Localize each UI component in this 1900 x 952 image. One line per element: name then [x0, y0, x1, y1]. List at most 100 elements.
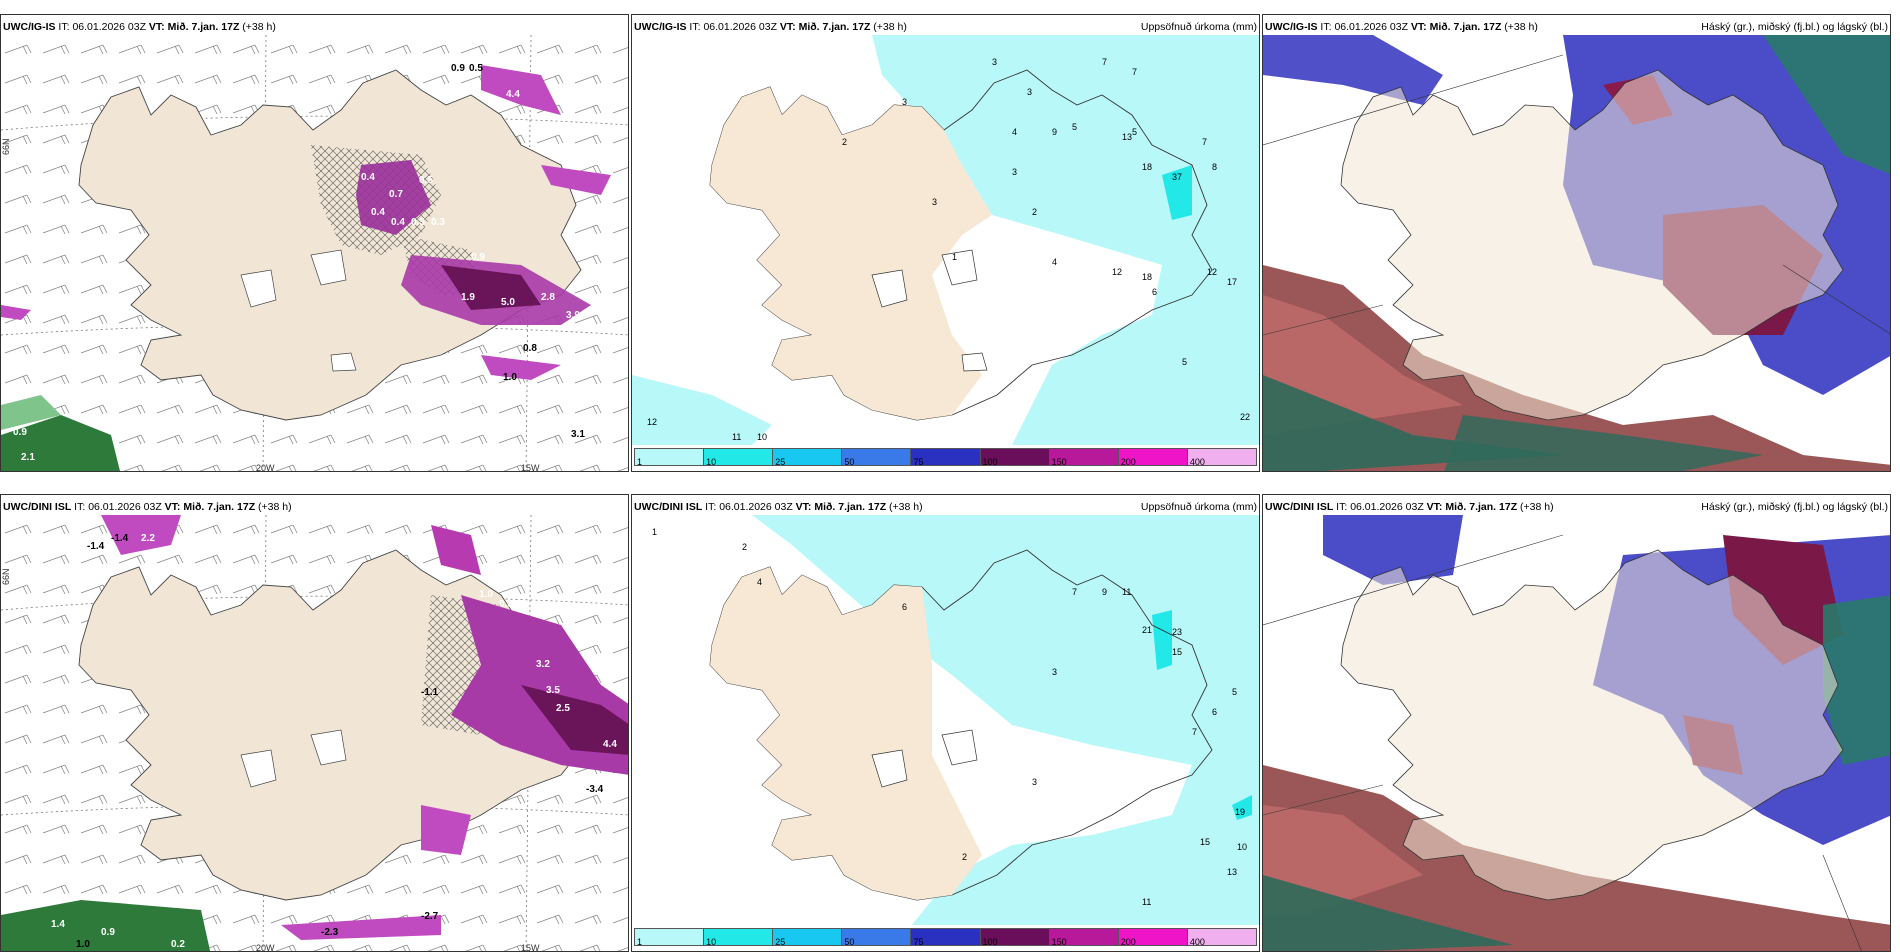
panel-accum-precip-igis: UWC/IG-IS IT: 06.01.2026 03Z VT: Mið. 7.…	[631, 12, 1260, 472]
svg-text:3.2: 3.2	[536, 659, 550, 670]
svg-text:13: 13	[1122, 132, 1132, 142]
svg-text:0.8: 0.8	[523, 343, 537, 354]
glaciers	[240, 249, 357, 372]
precip-areas	[1, 65, 611, 471]
svg-text:3: 3	[902, 97, 907, 107]
it-label: IT:	[1320, 21, 1332, 33]
svg-text:12: 12	[647, 417, 657, 427]
vt-label: VT:	[779, 21, 796, 33]
svg-text:7: 7	[1102, 57, 1107, 67]
vt-label: VT:	[795, 501, 812, 513]
svg-text:0.4: 0.4	[371, 207, 385, 218]
svg-text:0.7: 0.7	[389, 189, 403, 200]
colorbar-segment: 150	[1048, 448, 1118, 467]
svg-text:2.8: 2.8	[541, 292, 555, 303]
svg-text:1: 1	[652, 527, 657, 537]
svg-text:3: 3	[1052, 667, 1057, 677]
colorbar-segment: 75	[910, 448, 980, 467]
svg-text:1: 1	[952, 252, 957, 262]
svg-text:-1.1: -1.1	[421, 687, 439, 698]
svg-text:7: 7	[1132, 67, 1137, 77]
svg-text:15: 15	[1172, 647, 1182, 657]
svg-text:-1.4: -1.4	[111, 533, 129, 544]
map-wind-precip: -1.4 -1.4 1.0 0.8 -1.1 3.2 3.5 2.5 4.4 -…	[1, 515, 628, 952]
svg-text:17: 17	[1227, 277, 1237, 287]
svg-text:7: 7	[1072, 587, 1077, 597]
map-frame: UWC/DINI ISL IT: 06.01.2026 03Z VT: Mið.…	[0, 494, 629, 952]
svg-text:5: 5	[1182, 357, 1187, 367]
model-name: UWC/DINI ISL	[634, 501, 703, 513]
init-time: 06.01.2026 03Z	[1334, 21, 1408, 33]
svg-text:4.4: 4.4	[603, 739, 617, 750]
lead-time: (+38 h)	[889, 501, 923, 513]
precip-colorbar: 1 10 25 50 75 100 150 200 400	[634, 928, 1257, 947]
vt-label: VT:	[1426, 501, 1443, 513]
map-clouds	[1263, 35, 1890, 471]
svg-text:2: 2	[742, 542, 747, 552]
colorbar-segment: 200	[1117, 448, 1187, 467]
svg-text:37: 37	[1172, 172, 1182, 182]
svg-text:5: 5	[1232, 687, 1237, 697]
svg-text:5: 5	[1132, 127, 1137, 137]
model-name: UWC/DINI ISL	[3, 501, 72, 513]
svg-text:2: 2	[1032, 207, 1037, 217]
model-name: UWC/DINI ISL	[1265, 501, 1334, 513]
svg-text:6: 6	[1152, 287, 1157, 297]
svg-text:8: 8	[1212, 162, 1217, 172]
svg-text:3: 3	[1027, 87, 1032, 97]
panel-clouds-dini: UWC/DINI ISL IT: 06.01.2026 03Z VT: Mið.…	[1262, 492, 1891, 952]
lat-label: 66N	[1, 568, 11, 585]
svg-text:10: 10	[757, 432, 767, 442]
map-frame: UWC/IG-IS IT: 06.01.2026 03Z VT: Mið. 7.…	[0, 14, 629, 472]
svg-text:13: 13	[1227, 867, 1237, 877]
svg-text:7: 7	[1202, 137, 1207, 147]
svg-text:1.4: 1.4	[51, 919, 65, 930]
colorbar-segment: 75	[910, 928, 980, 947]
model-name: UWC/IG-IS	[1265, 21, 1318, 33]
temp-labels: 0.9 0.5 0.4 0.7 0.5 0.4 0.4 0.3 0.3 1.9 …	[13, 63, 585, 463]
colorbar-segment: 150	[1048, 928, 1118, 947]
colorbar-segment: 25	[772, 928, 842, 947]
svg-text:0.9: 0.9	[101, 927, 115, 938]
svg-text:1.0: 1.0	[479, 589, 493, 600]
init-time: 06.01.2026 03Z	[719, 501, 793, 513]
svg-text:3.1: 3.1	[571, 429, 585, 440]
model-name: UWC/IG-IS	[634, 21, 687, 33]
valid-time: Mið. 7.jan. 17Z	[183, 501, 256, 513]
svg-text:2.2: 2.2	[141, 533, 155, 544]
dry-land	[710, 87, 992, 420]
lead-time: (+38 h)	[873, 21, 907, 33]
svg-text:12: 12	[1207, 267, 1217, 277]
svg-text:12: 12	[1112, 267, 1122, 277]
it-label: IT:	[689, 21, 701, 33]
svg-text:10: 10	[1237, 842, 1247, 852]
svg-text:19: 19	[1235, 807, 1245, 817]
svg-text:4: 4	[757, 577, 762, 587]
svg-text:3: 3	[1032, 777, 1037, 787]
svg-text:18: 18	[1142, 272, 1152, 282]
colorbar-segment: 10	[703, 928, 773, 947]
valid-time: Mið. 7.jan. 17Z	[1429, 21, 1502, 33]
svg-text:-2.3: -2.3	[321, 927, 339, 938]
svg-text:11: 11	[732, 432, 741, 442]
panel-title: Háský (gr.), miðský (fj.bl.) og lágský (…	[1701, 21, 1888, 33]
panel-header: UWC/DINI ISL IT: 06.01.2026 03Z VT: Mið.…	[3, 500, 626, 514]
colorbar-segment: 200	[1117, 928, 1187, 947]
svg-text:7: 7	[1192, 727, 1197, 737]
svg-text:1.0: 1.0	[503, 372, 517, 383]
svg-text:0.5: 0.5	[419, 175, 433, 186]
colorbar-segment: 400	[1186, 928, 1257, 947]
svg-text:15: 15	[1200, 837, 1210, 847]
svg-text:21: 21	[1142, 625, 1152, 635]
map-accum-precip: 3 7 7 3 5 4 9 5 3 13 18 37 8 7 12 17 18 …	[632, 35, 1259, 445]
svg-text:6: 6	[902, 602, 907, 612]
svg-text:23: 23	[1172, 627, 1182, 637]
colorbar-segment: 1	[634, 928, 704, 947]
iceland-land	[78, 69, 582, 421]
map-frame: UWC/DINI ISL IT: 06.01.2026 03Z VT: Mið.…	[1262, 494, 1891, 952]
svg-text:4.4: 4.4	[506, 89, 520, 100]
panel-header: UWC/IG-IS IT: 06.01.2026 03Z VT: Mið. 7.…	[1265, 20, 1888, 34]
svg-text:3: 3	[932, 197, 937, 207]
svg-text:0.2: 0.2	[171, 939, 185, 950]
lon-label: 15W	[521, 943, 540, 952]
